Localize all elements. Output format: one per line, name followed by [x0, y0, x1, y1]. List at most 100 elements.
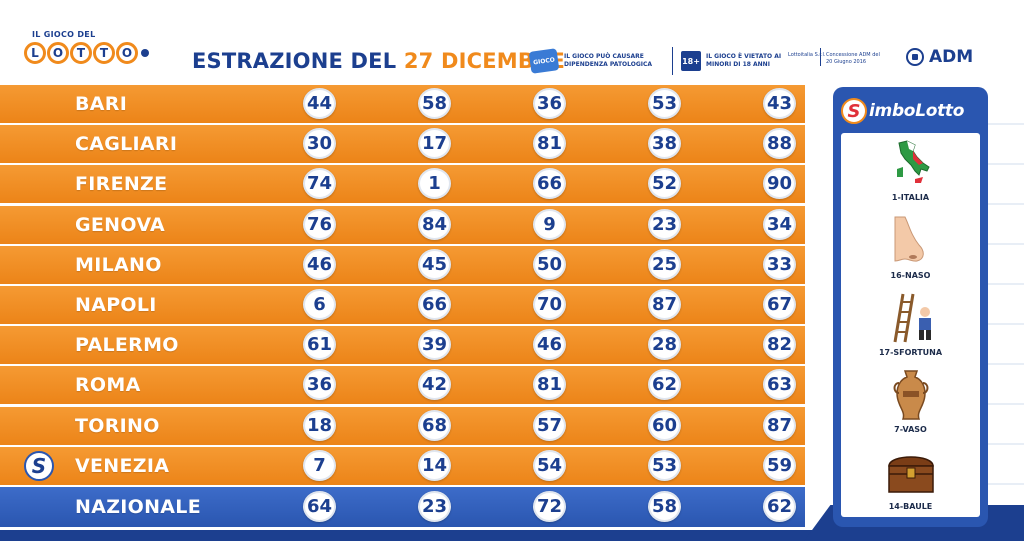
number-ball: 60 — [648, 409, 681, 441]
simbolotto-panel: S imboLotto 1-ITALIA 16-NASO — [833, 87, 988, 527]
symbol-item: 1-ITALIA — [841, 135, 980, 211]
number-ball: 57 — [533, 409, 566, 441]
simbolotto-list: 1-ITALIA 16-NASO 17-SFORTUNA — [841, 133, 980, 517]
city-name: NAZIONALE — [75, 495, 201, 518]
logo-dot-icon — [141, 49, 149, 57]
number-ball: 84 — [418, 208, 451, 240]
number-ball: 66 — [533, 168, 566, 200]
number-ball: 9 — [533, 208, 566, 240]
logo-ball: T — [93, 42, 115, 64]
adm-emblem-icon — [906, 48, 924, 66]
warnings: GIOCO IL GIOCO PUÒ CAUSARE DIPENDENZA PA… — [528, 46, 784, 76]
number-ball: 34 — [763, 208, 796, 240]
symbol-item: 16-NASO — [841, 213, 980, 289]
city-name: PALERMO — [75, 334, 179, 357]
number-ball: 81 — [533, 128, 566, 160]
number-ball: 54 — [533, 449, 566, 481]
symbol-label: 7-VASO — [894, 425, 927, 434]
simbolotto-badge-icon: S — [24, 450, 54, 481]
number-ball: 18 — [303, 409, 336, 441]
number-ball: 53 — [648, 88, 681, 119]
number-ball: 42 — [418, 369, 451, 401]
city-name: TORINO — [75, 414, 160, 437]
city-name: ROMA — [75, 374, 141, 397]
number-ball: 17 — [418, 128, 451, 160]
italy-map-icon — [897, 140, 930, 183]
number-ball: 63 — [763, 369, 796, 401]
simbolotto-logo-icon: S — [841, 98, 867, 124]
number-ball: 46 — [303, 248, 336, 280]
number-ball: 28 — [648, 329, 681, 361]
city-name: VENEZIA — [75, 454, 170, 477]
number-ball: 52 — [648, 168, 681, 200]
lotto-logo: IL GIOCO DEL L O T T O — [24, 30, 154, 76]
table-row: GENOVA 76 84 9 23 34 — [0, 205, 805, 244]
number-ball: 62 — [763, 490, 796, 522]
number-ball: 72 — [533, 490, 566, 522]
number-ball: 39 — [418, 329, 451, 361]
symbol-label: 16-NASO — [890, 271, 931, 280]
number-ball: 62 — [648, 369, 681, 401]
chest-icon — [888, 456, 934, 493]
table-row-nazionale: NAZIONALE 64 23 72 58 62 — [0, 486, 805, 527]
logo-ball: O — [116, 42, 138, 64]
divider — [820, 48, 821, 66]
background-lines — [984, 85, 1024, 505]
ladder-misfortune-icon — [893, 293, 931, 343]
number-ball: 6 — [303, 288, 336, 320]
number-ball: 68 — [418, 409, 451, 441]
number-ball: 36 — [533, 88, 566, 119]
city-name: GENOVA — [75, 213, 166, 236]
number-ball: 33 — [763, 248, 796, 280]
number-ball: 46 — [533, 329, 566, 361]
table-row: PALERMO 61 39 46 28 82 — [0, 326, 805, 365]
number-ball: 53 — [648, 449, 681, 481]
city-name: BARI — [75, 93, 128, 115]
number-ball: 14 — [418, 449, 451, 481]
age-limit-icon: 18+ — [681, 51, 701, 71]
concession-text: Concessione ADM del 20 Giugno 2016 — [826, 52, 880, 65]
number-ball: 38 — [648, 128, 681, 160]
adm-label: ADM — [929, 47, 974, 67]
number-ball: 23 — [648, 208, 681, 240]
symbol-label: 17-SFORTUNA — [878, 348, 943, 357]
warning-text: IL GIOCO PUÒ CAUSARE DIPENDENZA PATOLOGI… — [564, 53, 653, 68]
number-ball: 90 — [763, 168, 796, 200]
symbol-label: 14-BAULE — [888, 502, 933, 511]
city-name: FIRENZE — [75, 173, 168, 196]
divider — [672, 47, 673, 75]
number-ball: 25 — [648, 248, 681, 280]
number-ball: 74 — [303, 168, 336, 200]
number-ball: 58 — [648, 490, 681, 522]
simbolotto-title: imboLotto — [869, 101, 965, 121]
draw-table: BARI 44 58 36 53 43 CAGLIARI 30 17 81 38… — [0, 85, 805, 529]
number-ball: 66 — [418, 288, 451, 320]
number-ball: 61 — [303, 329, 336, 361]
table-row: FIRENZE 74 1 66 52 90 — [0, 165, 805, 204]
symbol-item: 7-VASO — [841, 367, 980, 443]
number-ball: 30 — [303, 128, 336, 160]
logo-top-text: IL GIOCO DEL — [32, 30, 96, 39]
table-row: NAPOLI 6 66 70 87 67 — [0, 285, 805, 324]
table-row: S VENEZIA 7 14 54 53 59 — [0, 446, 805, 485]
logo-ball: L — [24, 42, 46, 64]
number-ball: 1 — [418, 168, 451, 200]
gambling-warning-icon: GIOCO — [528, 48, 560, 74]
number-ball: 7 — [303, 449, 336, 481]
page-title: ESTRAZIONE DEL 27 DICEMBRE — [192, 49, 565, 73]
adm-logo: ADM — [906, 47, 973, 67]
number-ball: 87 — [648, 288, 681, 320]
symbol-item: 17-SFORTUNA — [841, 290, 980, 366]
header: IL GIOCO DEL L O T T O ESTRAZIONE DEL 27… — [0, 0, 1024, 84]
table-row: ROMA 36 42 81 62 63 — [0, 366, 805, 405]
number-ball: 58 — [418, 88, 451, 119]
city-name: MILANO — [75, 253, 162, 276]
number-ball: 59 — [763, 449, 796, 481]
number-ball: 81 — [533, 369, 566, 401]
logo-balls: L O T T O — [24, 42, 149, 64]
city-name: CAGLIARI — [75, 133, 178, 156]
number-ball: 44 — [303, 88, 336, 119]
title-prefix: ESTRAZIONE DEL — [192, 49, 397, 73]
logo-ball: O — [47, 42, 69, 64]
logo-ball: T — [70, 42, 92, 64]
